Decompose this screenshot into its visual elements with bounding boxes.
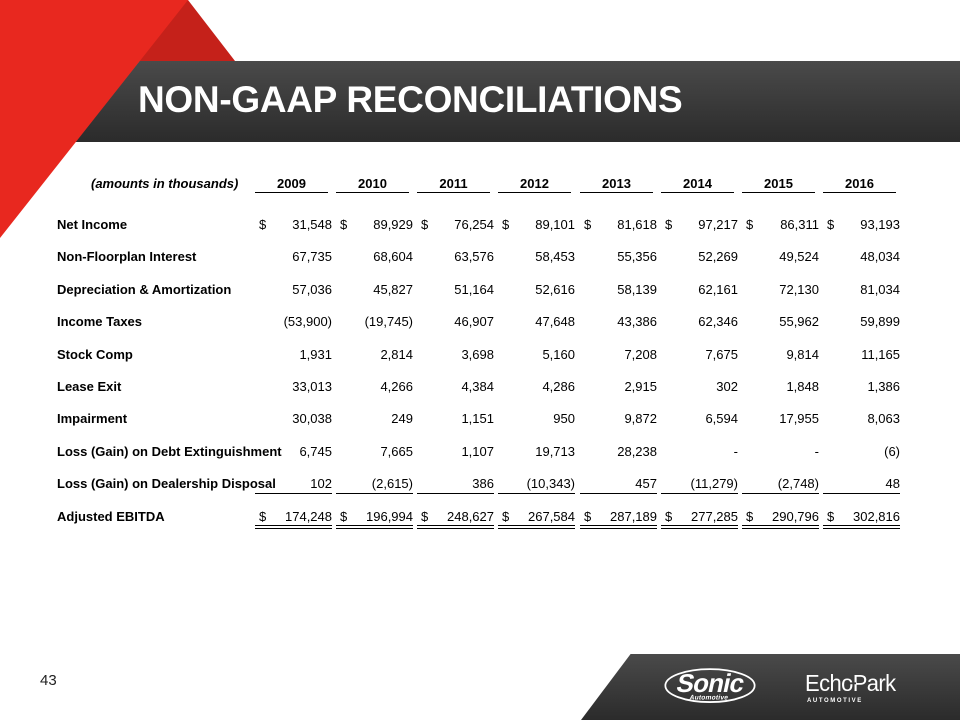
svg-text:Automotive: Automotive [689, 694, 729, 701]
svg-text:AUTOMOTIVE: AUTOMOTIVE [807, 698, 863, 704]
svg-text:Sonic: Sonic [674, 668, 747, 698]
